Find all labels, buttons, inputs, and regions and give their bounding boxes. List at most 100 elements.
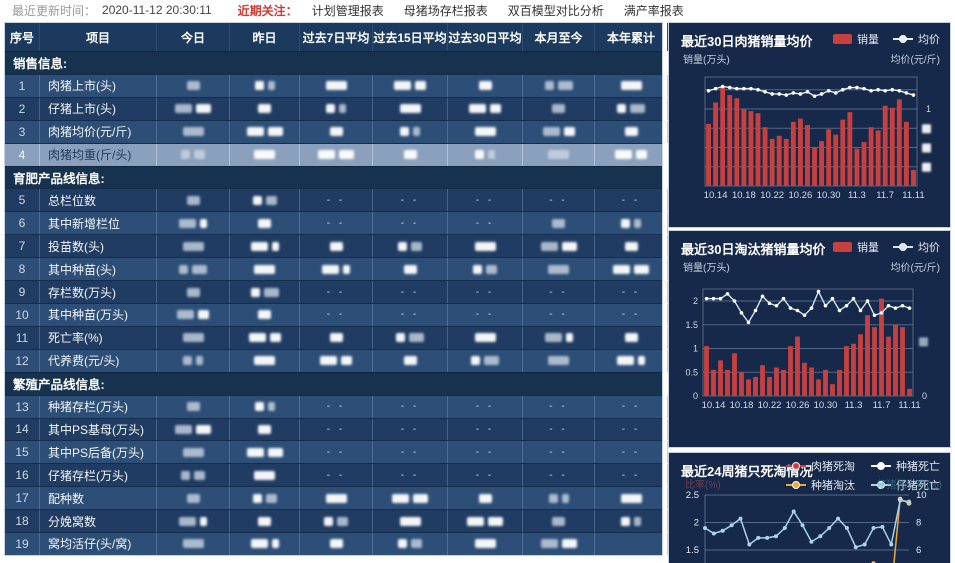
cell-昨日 (230, 326, 300, 349)
table-row[interactable]: 4 肉猪均重(斤/头) (5, 142, 668, 166)
cell-过去30日平均: - - (448, 303, 523, 326)
row-label: 其中PS后备(万头) (40, 441, 157, 464)
legend-label: 肉猪死淘 (811, 461, 855, 473)
cell-今日 (157, 212, 230, 235)
table-section-row: 销售信息: (5, 51, 662, 74)
cell-过去7日平均 (300, 326, 373, 349)
legend-dot (792, 481, 800, 489)
redacted-dash: - - (475, 469, 495, 481)
redacted-value (620, 493, 642, 503)
legend-item[interactable]: 仔猪死亡 (871, 477, 940, 493)
table-row[interactable]: 11 死亡率(%) (5, 325, 668, 349)
report-link[interactable]: 满产率报表 (623, 3, 684, 18)
cell-本年累计: - - (595, 418, 668, 441)
redacted-value (617, 104, 626, 114)
table-row[interactable]: 15 其中PS后备(万头) - - - - - - - - - - (5, 440, 668, 464)
report-link[interactable]: 母猪场存栏报表 (403, 3, 488, 18)
cell-今日 (157, 418, 230, 441)
table-row[interactable]: 19 窝均活仔(头/窝) (5, 532, 668, 555)
cell-本月至今 (523, 533, 595, 555)
row-label: 分娩窝数 (40, 510, 157, 533)
redacted-value (415, 81, 426, 91)
cell-过去7日平均 (300, 235, 373, 258)
redacted-value (544, 333, 562, 343)
table-row[interactable]: 3 肉猪均价(元/斤) (5, 119, 668, 143)
redacted-value (621, 516, 630, 526)
cell-过去15日平均 (373, 533, 448, 555)
cell-本月至今 (523, 143, 595, 166)
redacted-value (322, 264, 339, 274)
redacted-value (620, 81, 642, 91)
legend-item[interactable]: 均价 (893, 239, 940, 255)
table-row[interactable]: 13 种猪存栏(万头) - - - - - - - - - - (5, 394, 668, 418)
table-row[interactable]: 12 代养费(元/头) (5, 348, 668, 372)
report-link[interactable]: 双百模型对比分析 (507, 3, 604, 18)
y-axis-right-title: 仔猪死亡率(%) (876, 480, 942, 491)
redacted-value (615, 150, 632, 160)
table-row[interactable]: 7 投苗数(头) (5, 234, 668, 258)
cell-本年累计 (595, 120, 668, 143)
table-row[interactable]: 1 肉猪上市(头) (5, 73, 668, 97)
report-link[interactable]: 计划管理报表 (311, 3, 384, 18)
chart-legend: 肉猪死淘 种猪死亡 种猪淘汰 仔猪死亡 (786, 458, 940, 493)
redacted-value (325, 81, 347, 91)
cell-过去7日平均 (300, 143, 373, 166)
column-header: 本月至今 (523, 23, 595, 51)
column-header: 今日 (157, 23, 230, 51)
table-row[interactable]: 8 其中种苗(头) (5, 257, 668, 281)
table-row[interactable]: 14 其中PS基母(万头) - - - - - - - - - - (5, 417, 668, 441)
table-row[interactable]: 16 仔猪存栏(万头) - - - - - - - - - - (5, 463, 668, 487)
table-row[interactable]: 5 总栏位数 - - - - - - - - - - (5, 188, 668, 212)
column-header: 本年累计 (595, 23, 668, 51)
cell-本月至今 (523, 212, 595, 235)
redacted-value (329, 333, 343, 343)
redacted-value (474, 241, 496, 251)
redacted-value (557, 81, 573, 91)
table-row[interactable]: 2 仔猪上市(头) (5, 96, 668, 120)
svg-text:8: 8 (916, 518, 921, 529)
row-number: 7 (5, 235, 40, 258)
redacted-dash: - - (475, 217, 495, 229)
cell-今日 (157, 326, 230, 349)
redacted-value (175, 424, 192, 434)
cell-过去15日平均: - - (373, 418, 448, 441)
redacted-value (636, 150, 647, 160)
legend-item[interactable]: 销量 (833, 239, 879, 255)
cell-过去15日平均 (373, 510, 448, 533)
redacted-dash: - - (326, 217, 346, 229)
cell-过去15日平均 (373, 97, 448, 120)
table-row[interactable]: 10 其中种苗(万头) - - - - - - - - - - (5, 302, 668, 326)
redacted-dash: - - (326, 469, 346, 481)
table-row[interactable]: 9 存栏数(万头) - - - - - - - - - - (5, 280, 668, 303)
table-row[interactable]: 18 分娩窝数 (5, 509, 668, 533)
legend-item[interactable]: 销量 (833, 31, 879, 47)
legend-item[interactable]: 均价 (893, 31, 940, 47)
legend-dot (899, 35, 907, 43)
legend-item[interactable]: 肉猪死淘 (786, 458, 855, 474)
table-row[interactable]: 17 配种数 (5, 486, 668, 510)
row-label: 仔猪上市(头) (40, 97, 157, 120)
svg-text:10.30: 10.30 (814, 400, 838, 411)
report-links: 计划管理报表 母猪场存栏报表 双百模型对比分析 满产率报表 (312, 2, 704, 19)
cell-本年累计 (595, 487, 668, 510)
table-row[interactable]: 6 其中新增栏位 - - - - - - (5, 211, 668, 235)
redacted-value (398, 539, 407, 549)
redacted-value (254, 81, 264, 91)
redacted-value (196, 104, 211, 114)
chart-legend: 销量 均价 (833, 239, 940, 255)
column-header: 昨日 (230, 23, 300, 51)
redacted-dash: - - (621, 469, 641, 481)
legend-item[interactable]: 种猪死亡 (871, 458, 940, 474)
redacted-value (478, 493, 492, 503)
redacted-value (392, 493, 409, 503)
redacted-dash: - - (326, 286, 346, 298)
row-number: 15 (5, 441, 40, 464)
svg-text:2: 2 (694, 518, 699, 529)
cell-过去15日平均 (373, 235, 448, 258)
row-number: 2 (5, 97, 40, 120)
cell-过去7日平均 (300, 74, 373, 97)
row-label: 肉猪上市(头) (40, 74, 157, 97)
redacted-value (565, 333, 573, 343)
redacted-dash: - - (475, 401, 495, 413)
legend-item[interactable]: 种猪淘汰 (786, 477, 855, 493)
